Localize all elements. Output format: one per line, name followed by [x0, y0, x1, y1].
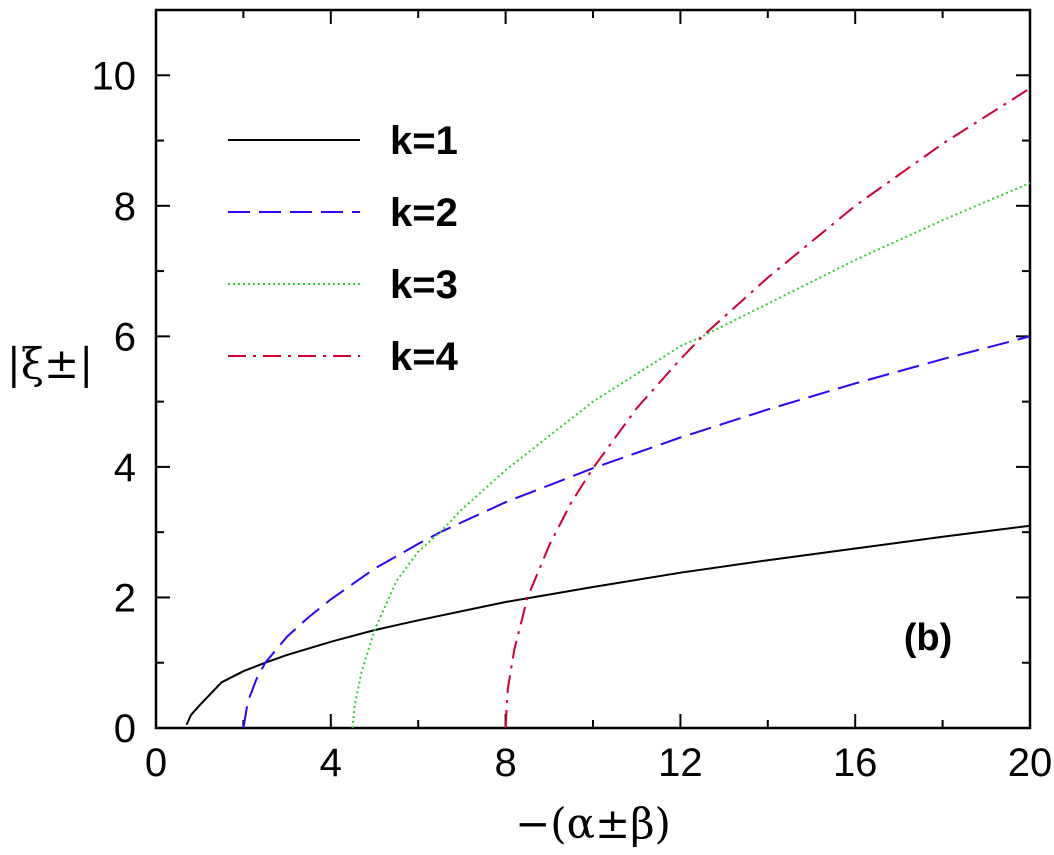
series-line-k4 [504, 87, 1031, 729]
panel-label: (b) [904, 617, 953, 659]
y-tick-label: 0 [114, 707, 136, 751]
x-tick-label: 20 [1008, 741, 1053, 785]
x-axis-label: −(α±β) [515, 799, 671, 848]
y-tick-label: 6 [114, 315, 136, 359]
y-axis-label: |ξ±| [7, 339, 94, 388]
legend-label: k=1 [390, 119, 458, 163]
x-tick-label: 8 [494, 741, 516, 785]
series-line-k3 [351, 182, 1031, 729]
y-tick-label: 4 [114, 446, 136, 490]
y-tick-label: 8 [114, 185, 136, 229]
x-tick-label: 12 [658, 741, 703, 785]
plot-frame [154, 8, 1032, 730]
y-tick-label: 2 [114, 576, 136, 620]
x-tick-label: 0 [145, 741, 167, 785]
x-tick-label: 4 [320, 741, 342, 785]
ticks: 0 4 8 12 16 20 0 2 4 6 8 10 [92, 9, 1053, 785]
legend-label: k=3 [390, 263, 458, 307]
series-line-k2 [242, 335, 1031, 729]
y-tick-label: 10 [92, 54, 137, 98]
legend: k=1 k=2 k=3 k=4 [228, 119, 459, 379]
x-tick-label: 16 [833, 741, 878, 785]
legend-label: k=2 [390, 191, 458, 235]
series-group [185, 87, 1031, 729]
legend-label: k=4 [390, 335, 459, 379]
